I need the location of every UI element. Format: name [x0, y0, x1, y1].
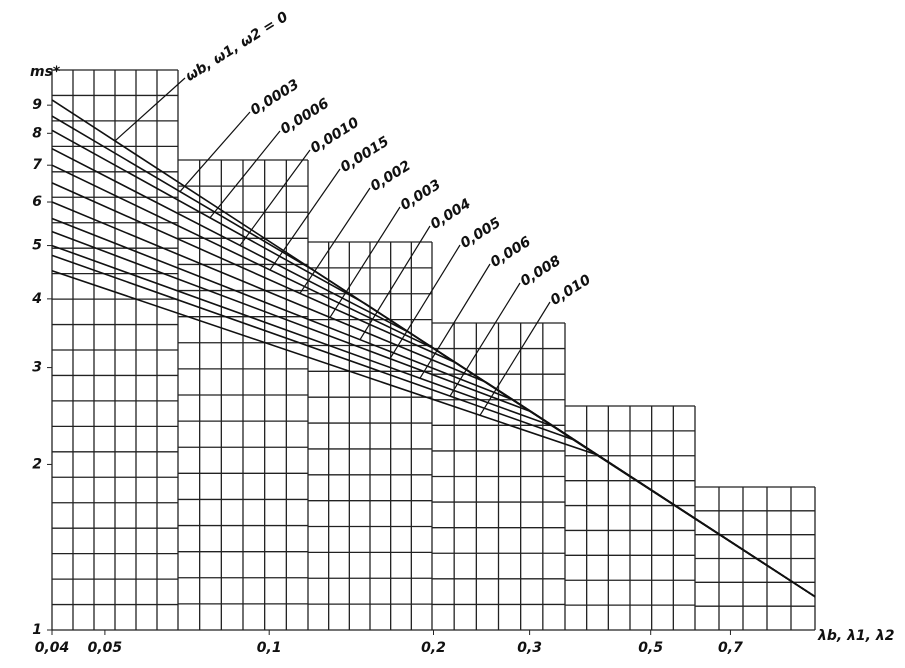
leader-line [299, 187, 371, 294]
x-tick-label: 0,7 [718, 640, 743, 656]
series-label: 0,0003 [248, 77, 302, 119]
y-tick-label: 8 [32, 125, 42, 141]
series-line [51, 129, 816, 598]
leader-line [479, 301, 551, 416]
leader-line [389, 244, 461, 359]
series-label: 0,002 [368, 158, 414, 195]
leader-line [179, 111, 251, 192]
leader-line [359, 225, 431, 340]
leader-line [239, 149, 311, 246]
series-line [51, 269, 816, 598]
x-tick-label: 0,2 [421, 640, 446, 656]
y-tick-label: 7 [32, 157, 42, 173]
series-line [51, 244, 816, 598]
y-tick-label: 4 [31, 291, 42, 307]
leader-line [269, 168, 341, 271]
y-tick-label: 6 [32, 194, 42, 210]
series-label: 0,0010 [308, 114, 363, 156]
series-label: 0,005 [458, 215, 504, 252]
y-tick-label: 3 [32, 360, 42, 376]
staircase-grid [51, 69, 816, 631]
series-label: ωb, ω1, ω2 = 0 [183, 9, 291, 85]
leader-line [419, 263, 491, 379]
y-tick-label: 9 [32, 97, 42, 113]
x-tick-label: 0,5 [638, 640, 663, 656]
x-tick-label: 0,05 [88, 640, 123, 656]
y-axis-label: ms* [30, 64, 61, 80]
y-tick-label: 5 [32, 238, 42, 254]
series-label: 0,004 [428, 196, 474, 233]
leader-line [114, 77, 186, 142]
x-tick-label: 0,1 [257, 640, 282, 656]
y-tick-label: 2 [32, 456, 42, 472]
series-label: 0,0015 [338, 133, 393, 175]
series-label: 0,003 [398, 177, 444, 214]
series-label: 0,008 [518, 253, 564, 290]
series-label: 0,006 [488, 234, 534, 271]
series-label: 0,010 [548, 272, 594, 309]
y-tick-label: 1 [32, 622, 42, 638]
x-tick-label: 0,04 [35, 640, 70, 656]
x-axis-label: λb, λ1, λ2 [817, 628, 894, 644]
leader-line [449, 282, 521, 397]
x-tick-label: 0,3 [517, 640, 542, 656]
leader-line [209, 130, 281, 219]
series-label: 0,0006 [278, 95, 333, 137]
leader-line [329, 206, 401, 318]
